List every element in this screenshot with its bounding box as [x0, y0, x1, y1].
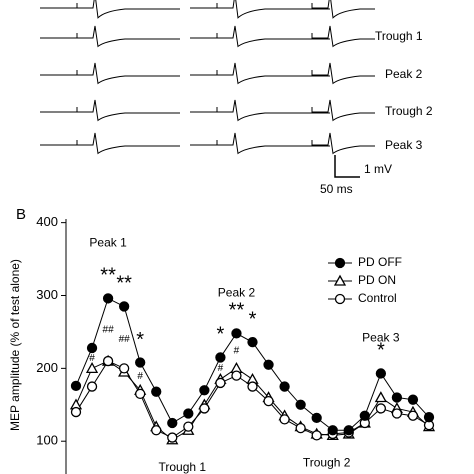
data-point — [295, 422, 306, 434]
trace-label: Trough 1 — [375, 29, 423, 43]
data-point — [135, 357, 146, 368]
significance-mark: * — [136, 329, 144, 351]
data-point — [263, 359, 274, 370]
y-tick-label: 400 — [36, 214, 58, 229]
panel-label: B — [16, 206, 26, 223]
trace-label: Peak 3 — [385, 138, 423, 152]
significance-mark: # — [234, 346, 240, 357]
data-point — [391, 408, 403, 419]
data-point — [295, 399, 306, 410]
data-point — [183, 408, 194, 419]
data-point — [118, 363, 130, 374]
significance-mark: # — [137, 371, 143, 382]
data-point — [423, 412, 435, 423]
data-point — [231, 370, 242, 381]
annotation: Trough 2 — [303, 456, 351, 470]
data-point — [70, 380, 82, 391]
data-point — [151, 425, 162, 436]
data-point — [102, 355, 114, 367]
significance-mark: ** — [100, 265, 116, 287]
data-point — [135, 388, 146, 400]
data-point — [215, 377, 226, 389]
scale-y-label: 1 mV — [364, 162, 392, 176]
significance-mark: * — [377, 340, 385, 362]
significance-mark: * — [249, 308, 257, 330]
y-tick-label: 200 — [36, 360, 58, 375]
y-axis-label: MEP amplitude (% of test alone) — [8, 259, 22, 431]
data-point — [85, 362, 99, 374]
significance-mark: # — [218, 363, 224, 374]
y-tick-label: 300 — [36, 287, 58, 302]
data-point — [247, 381, 258, 392]
data-point — [151, 386, 162, 397]
data-point — [167, 417, 178, 429]
significance-mark: * — [217, 324, 225, 346]
legend-marker — [334, 257, 346, 269]
data-point — [374, 391, 387, 403]
data-point — [183, 421, 194, 432]
y-tick-label: 100 — [36, 433, 58, 448]
significance-mark: ** — [229, 300, 245, 322]
significance-mark: ## — [119, 334, 131, 345]
data-point — [391, 392, 403, 403]
data-point — [199, 385, 210, 396]
data-point — [359, 410, 370, 421]
data-point — [247, 336, 258, 348]
data-point — [407, 410, 419, 421]
significance-mark: ## — [103, 324, 115, 335]
annotation: Peak 1 — [89, 236, 127, 250]
data-point — [70, 406, 82, 418]
trace — [40, 132, 375, 155]
data-point — [102, 293, 114, 304]
data-point — [199, 403, 210, 414]
data-point — [279, 414, 290, 425]
scale-bar — [334, 155, 360, 178]
trace — [40, 62, 375, 85]
trace — [40, 25, 375, 48]
annotation: Peak 2 — [218, 286, 256, 300]
annotation: Trough 1 — [158, 460, 206, 474]
data-point — [407, 394, 419, 405]
data-point — [311, 430, 322, 441]
data-point — [375, 403, 387, 414]
trace — [40, 0, 375, 19]
legend-marker — [333, 274, 347, 286]
data-point — [215, 352, 226, 363]
trace — [40, 99, 375, 122]
data-point — [311, 412, 322, 424]
trace-label: Trough 2 — [385, 104, 433, 118]
data-point — [118, 301, 130, 312]
data-point — [327, 425, 338, 436]
annotation: Peak 3 — [362, 331, 400, 345]
legend-label: PD OFF — [358, 255, 402, 269]
data-point — [167, 432, 178, 443]
trace-label: Peak 2 — [385, 67, 423, 81]
data-point — [86, 381, 98, 392]
data-point — [343, 425, 354, 436]
data-point — [86, 342, 98, 354]
data-point — [279, 381, 290, 392]
significance-mark: ** — [116, 273, 132, 295]
legend-label: Control — [358, 291, 397, 305]
legend-label: PD ON — [358, 273, 396, 287]
data-point — [375, 368, 387, 379]
legend-marker — [334, 293, 346, 305]
scale-x-label: 50 ms — [320, 182, 353, 196]
significance-mark: # — [89, 353, 95, 364]
data-point — [231, 328, 242, 339]
data-point — [263, 395, 274, 407]
